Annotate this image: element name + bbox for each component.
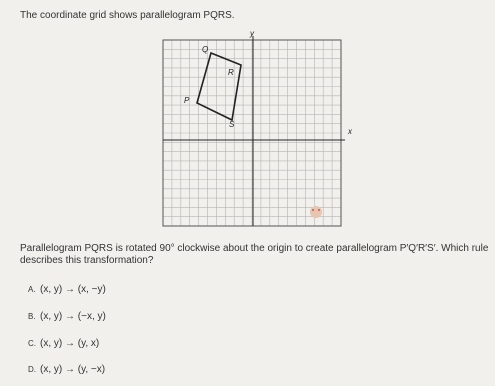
option-text: (x, y) → (y, −x): [40, 364, 106, 375]
option-text: (x, y) → (x, −y): [40, 284, 106, 295]
y-axis-label: y: [249, 30, 255, 38]
vertex-label: S: [229, 120, 235, 129]
option[interactable]: A. (x, y) → (x, −y): [28, 284, 106, 295]
vertex-label: P: [184, 96, 190, 105]
coordinate-grid: y x Q R P S: [162, 30, 353, 227]
option-letter: B.: [28, 312, 36, 321]
vertex-label: Q: [202, 45, 208, 54]
option-letter: A.: [28, 285, 36, 294]
vertex-label: R: [228, 68, 234, 77]
option-text: (x, y) → (−x, y): [40, 311, 106, 322]
option[interactable]: B. (x, y) → (−x, y): [28, 311, 106, 322]
option-text: (x, y) → (y, x): [40, 338, 100, 349]
x-axis-label: x: [347, 127, 353, 136]
question: Parallelogram PQRS is rotated 90° clockw…: [20, 243, 489, 266]
option-letter: C.: [28, 339, 36, 348]
option-letter: D.: [28, 365, 36, 374]
parallelogram: [196, 51, 242, 122]
smiley-icon: [310, 206, 322, 218]
option[interactable]: C. (x, y) → (y, x): [28, 338, 99, 349]
option[interactable]: D. (x, y) → (y, −x): [28, 364, 105, 375]
prompt: The coordinate grid shows parallelogram …: [20, 10, 235, 21]
